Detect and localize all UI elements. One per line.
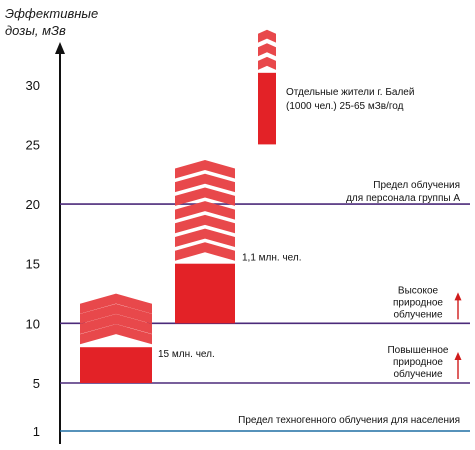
reference-line-label: облучение <box>393 368 443 380</box>
bar-chevron <box>80 313 152 335</box>
reference-line-label: природное <box>393 357 443 368</box>
bar-chevron <box>175 173 235 193</box>
bar-label: 15 млн. чел. <box>158 349 215 360</box>
bar-chevron <box>80 293 152 314</box>
bar-label: Отдельные жители г. Балей <box>286 87 414 98</box>
bar-chevron <box>175 228 235 247</box>
reference-line-label: природное <box>393 297 443 308</box>
up-arrow-head <box>454 352 462 360</box>
y-tick-label: 10 <box>26 316 40 331</box>
y-tick-label: 20 <box>26 197 40 212</box>
bar-chevron <box>80 324 152 345</box>
reference-line-label: Предел техногенного облучения для населе… <box>238 414 460 426</box>
y-tick-label: 30 <box>26 78 40 93</box>
bar-chevron <box>175 160 235 179</box>
y-tick-label: 25 <box>26 137 40 152</box>
y-tick-label: 1 <box>33 424 40 439</box>
bar-chevron <box>175 187 235 206</box>
reference-line-label: Повышенное <box>387 345 448 356</box>
y-axis-label-line: Эффективные <box>5 6 98 21</box>
bar-chevron <box>258 43 276 57</box>
bar-chevron <box>258 29 276 43</box>
bar-chevron <box>175 201 235 220</box>
bar-label: (1000 чел.) 25-65 мЗв/год <box>286 101 404 112</box>
bar-chevron <box>80 303 152 324</box>
y-axis-label: Эффективные дозы, мЗв <box>5 6 98 38</box>
bar-solid <box>258 72 276 145</box>
y-axis <box>55 42 65 444</box>
bar-solid <box>80 347 152 383</box>
up-arrow-head <box>454 292 462 301</box>
bars <box>80 29 276 383</box>
y-tick-label: 5 <box>33 376 40 391</box>
y-tick-label: 15 <box>26 257 40 272</box>
bar-chevron <box>175 242 235 261</box>
reference-line-label: Предел облучения <box>373 179 460 191</box>
bar-solid <box>175 263 235 324</box>
bar-chevron <box>175 214 235 234</box>
bar-chevron <box>258 56 276 70</box>
annotations: 15 млн. чел. 1,1 млн. чел. Отдельные жител… <box>158 87 414 360</box>
y-axis-arrow <box>55 42 65 54</box>
reference-line-label: облучение <box>393 308 443 320</box>
y-axis-label-line: дозы, мЗв <box>5 23 66 38</box>
bar-label: 1,1 млн. чел. <box>242 253 302 264</box>
reference-line-label: для персонала группы А <box>346 193 460 204</box>
reference-line-label: Высокое <box>398 285 439 296</box>
